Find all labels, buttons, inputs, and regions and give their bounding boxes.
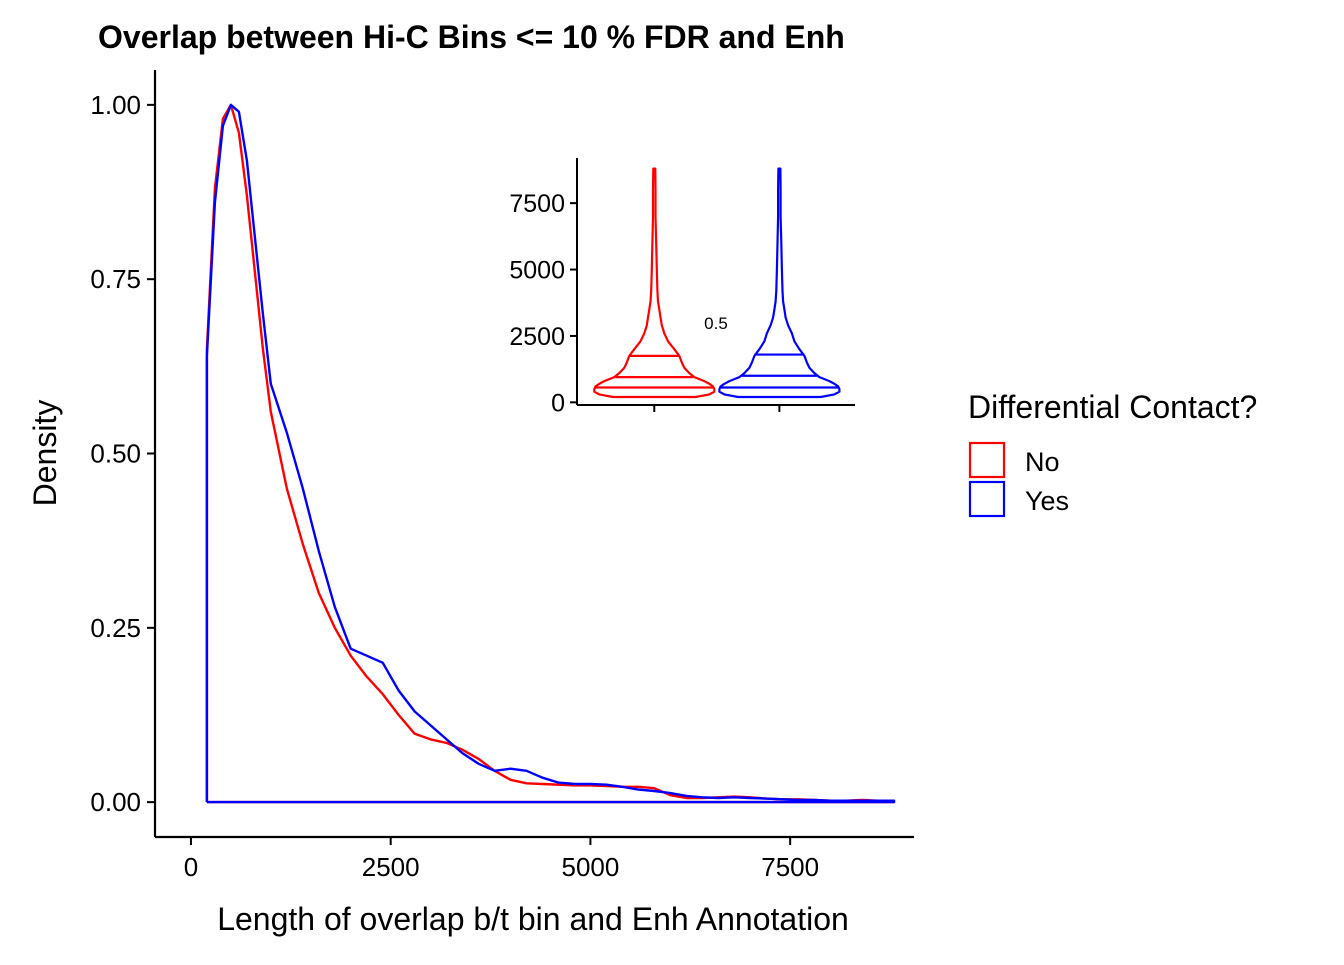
- x-tick-label: 5000: [562, 852, 620, 882]
- y-tick-label: 0.25: [90, 613, 141, 643]
- density-line-yes: [205, 103, 896, 804]
- x-tick-label: 7500: [761, 852, 819, 882]
- inset-y-axis-ticks: 0 2500 5000 7500: [509, 190, 577, 417]
- inset-y-tick-label: 5000: [509, 257, 565, 285]
- y-tick-label: 0.00: [90, 787, 141, 817]
- x-axis-ticks: 0 2500 5000 7500: [184, 837, 819, 882]
- y-tick-label: 0.75: [90, 264, 141, 294]
- chart-title: Overlap between Hi-C Bins <= 10 % FDR an…: [98, 19, 845, 55]
- legend: Differential Contact? No Yes: [968, 389, 1257, 518]
- y-tick-label: 1.00: [90, 90, 141, 120]
- legend-key-no: [968, 441, 1006, 479]
- x-tick-label: 0: [184, 852, 198, 882]
- legend-title: Differential Contact?: [968, 389, 1257, 425]
- y-axis-title: Density: [27, 400, 63, 507]
- inset-y-tick-label: 0: [551, 389, 565, 417]
- y-axis-ticks: 0.00 0.25 0.50 0.75 1.00: [90, 90, 155, 817]
- inset-violins: [593, 167, 841, 412]
- density-plot: Overlap between Hi-C Bins <= 10 % FDR an…: [27, 19, 914, 937]
- violin-yes: [718, 167, 841, 399]
- legend-label-no: No: [1025, 447, 1060, 477]
- density-series: [205, 103, 896, 804]
- inset-background: [577, 158, 855, 405]
- violin-no: [593, 167, 716, 399]
- inset-y-tick-label: 7500: [509, 190, 565, 218]
- legend-key-yes: [968, 480, 1006, 518]
- x-axis-title: Length of overlap b/t bin and Enh Annota…: [217, 901, 849, 937]
- x-tick-label: 2500: [362, 852, 420, 882]
- legend-label-yes: Yes: [1025, 486, 1069, 516]
- inset-violin-plot: 0 2500 5000 7500 0.5: [509, 158, 855, 417]
- inset-annotation: 0.5: [704, 314, 728, 333]
- inset-y-tick-label: 2500: [509, 323, 565, 351]
- y-tick-label: 0.50: [90, 439, 141, 469]
